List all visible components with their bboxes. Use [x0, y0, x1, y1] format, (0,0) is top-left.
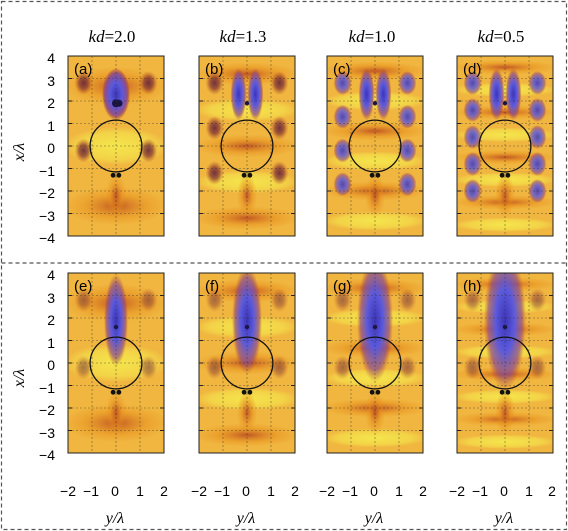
- x-tick-label: −2: [191, 483, 207, 499]
- panel-h: (h): [452, 250, 558, 453]
- x-tick-labels-col-1: −2 −1 0 1 2: [60, 483, 168, 499]
- x-tick-label: 2: [548, 483, 556, 499]
- column-title-1: kd=2.0: [89, 27, 136, 46]
- x-tick-label: −1: [214, 483, 230, 499]
- source-dot: [375, 390, 380, 395]
- x-tick-labels-col-4: −2 −1 0 1 2: [449, 483, 556, 499]
- x-tick-label: 1: [136, 483, 144, 499]
- panel-f: (f): [194, 266, 300, 453]
- panel-g: (g): [322, 258, 428, 453]
- x-tick-labels-col-2: −2 −1 0 1 2: [191, 483, 299, 499]
- x-tick-label: −2: [319, 483, 335, 499]
- source-dot: [242, 173, 247, 178]
- y-tick-label: −2: [39, 185, 55, 201]
- panel-label: (f): [205, 278, 219, 295]
- x-axis-label-col-3: y/λ: [363, 510, 384, 527]
- source-dot: [111, 173, 116, 178]
- x-tick-label: 0: [111, 483, 119, 499]
- x-tick-label: 0: [500, 483, 508, 499]
- x-tick-label: −1: [472, 483, 488, 499]
- x-tick-label: 0: [370, 483, 378, 499]
- y-axis-label-bottom: x/λ: [11, 369, 28, 389]
- x-tick-label: 2: [419, 483, 427, 499]
- y-tick-label: 0: [47, 140, 55, 156]
- x-tick-label: −2: [60, 483, 76, 499]
- source-dot: [505, 390, 510, 395]
- panel-label: (a): [74, 61, 92, 78]
- y-tick-label: 2: [47, 95, 55, 111]
- x-tick-label: −2: [449, 483, 465, 499]
- y-tick-label: −2: [39, 402, 55, 418]
- source-dot: [505, 173, 510, 178]
- y-tick-label: −1: [39, 163, 55, 179]
- source-dot: [500, 173, 505, 178]
- column-title-4: kd=0.5: [478, 27, 525, 46]
- y-tick-label: −1: [39, 380, 55, 396]
- y-tick-label: 1: [47, 335, 55, 351]
- source-dot: [247, 390, 252, 395]
- x-tick-label: 1: [267, 483, 275, 499]
- panel-label: (h): [463, 278, 481, 295]
- y-axis-label-top: x/λ: [11, 143, 28, 163]
- source-dot: [116, 390, 121, 395]
- y-tick-label: 4: [47, 50, 55, 66]
- x-tick-label: 2: [291, 483, 299, 499]
- source-dot: [370, 390, 375, 395]
- y-tick-label: 3: [47, 290, 55, 306]
- source-dot: [370, 173, 375, 178]
- x-axis-label-col-4: y/λ: [493, 510, 514, 527]
- y-tick-label: −4: [39, 230, 55, 246]
- y-tick-label: 0: [47, 357, 55, 373]
- source-dot: [242, 390, 247, 395]
- panel-a: (a): [63, 56, 169, 236]
- y-tick-labels-top: 4 3 2 1 0 −1 −2 −3 −4: [39, 50, 55, 246]
- y-tick-label: −3: [39, 208, 55, 224]
- y-tick-labels-bottom: 4 3 2 1 0 −1 −2 −3 −4: [39, 267, 55, 463]
- panel-c: (c): [322, 56, 428, 236]
- x-tick-label: 2: [160, 483, 168, 499]
- source-dot: [500, 390, 505, 395]
- x-tick-label: 0: [242, 483, 250, 499]
- field-map-panels: (a) (b) (c) (d) (e) (f) (g) (h): [63, 56, 558, 453]
- panel-label: (c): [333, 61, 351, 78]
- panel-b: (b): [194, 56, 300, 236]
- y-tick-label: −4: [39, 447, 55, 463]
- x-axis-label-col-2: y/λ: [235, 510, 256, 527]
- source-dot: [111, 390, 116, 395]
- source-dot: [247, 173, 252, 178]
- y-tick-label: 1: [47, 118, 55, 134]
- x-tick-labels-col-3: −2 −1 0 1 2: [319, 483, 427, 499]
- source-dot: [116, 173, 121, 178]
- y-tick-label: 3: [47, 73, 55, 89]
- source-dot: [375, 173, 380, 178]
- y-tick-label: 4: [47, 267, 55, 283]
- column-title-2: kd=1.3: [220, 27, 267, 46]
- x-tick-label: −1: [342, 483, 358, 499]
- panel-label: (b): [205, 61, 223, 78]
- y-tick-label: 2: [47, 312, 55, 328]
- x-tick-label: 1: [525, 483, 533, 499]
- x-tick-label: 1: [395, 483, 403, 499]
- panel-label: (g): [333, 278, 351, 295]
- panel-d: (d): [452, 56, 558, 236]
- panel-e: (e): [63, 273, 169, 453]
- panel-label: (e): [74, 278, 92, 295]
- column-title-3: kd=1.0: [349, 27, 396, 46]
- panel-label: (d): [463, 61, 481, 78]
- y-tick-label: −3: [39, 425, 55, 441]
- x-axis-label-col-1: y/λ: [104, 510, 125, 527]
- x-tick-label: −1: [83, 483, 99, 499]
